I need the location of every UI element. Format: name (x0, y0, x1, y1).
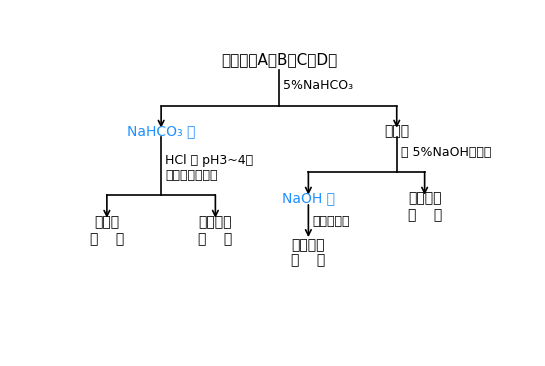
Text: 酸化，过滤: 酸化，过滤 (312, 214, 350, 228)
Text: 不溶物: 不溶物 (384, 124, 409, 138)
Text: NaOH 液: NaOH 液 (282, 192, 335, 206)
Text: 加热，趋热抒滤: 加热，趋热抒滤 (165, 169, 217, 182)
Text: 滤液甲: 滤液甲 (94, 215, 119, 229)
Text: （    ）: （ ） (90, 232, 124, 246)
Text: 5%NaHCO₃: 5%NaHCO₃ (283, 79, 353, 92)
Text: 混合物（A、B、C、D）: 混合物（A、B、C、D） (221, 53, 337, 68)
Text: （    ）: （ ） (408, 209, 442, 223)
Text: 不溶物丙: 不溶物丙 (292, 238, 325, 252)
Text: NaHCO₃ 液: NaHCO₃ 液 (127, 124, 195, 138)
Text: HCl 调 pH3~4，: HCl 调 pH3~4， (165, 154, 253, 167)
Text: （    ）: （ ） (198, 232, 233, 246)
Text: 不溶物丁: 不溶物丁 (408, 192, 441, 206)
Text: （    ）: （ ） (291, 253, 325, 267)
Text: 不溶物乙: 不溶物乙 (198, 215, 232, 229)
Text: 加 5%NaOH，加热: 加 5%NaOH，加热 (401, 146, 491, 158)
